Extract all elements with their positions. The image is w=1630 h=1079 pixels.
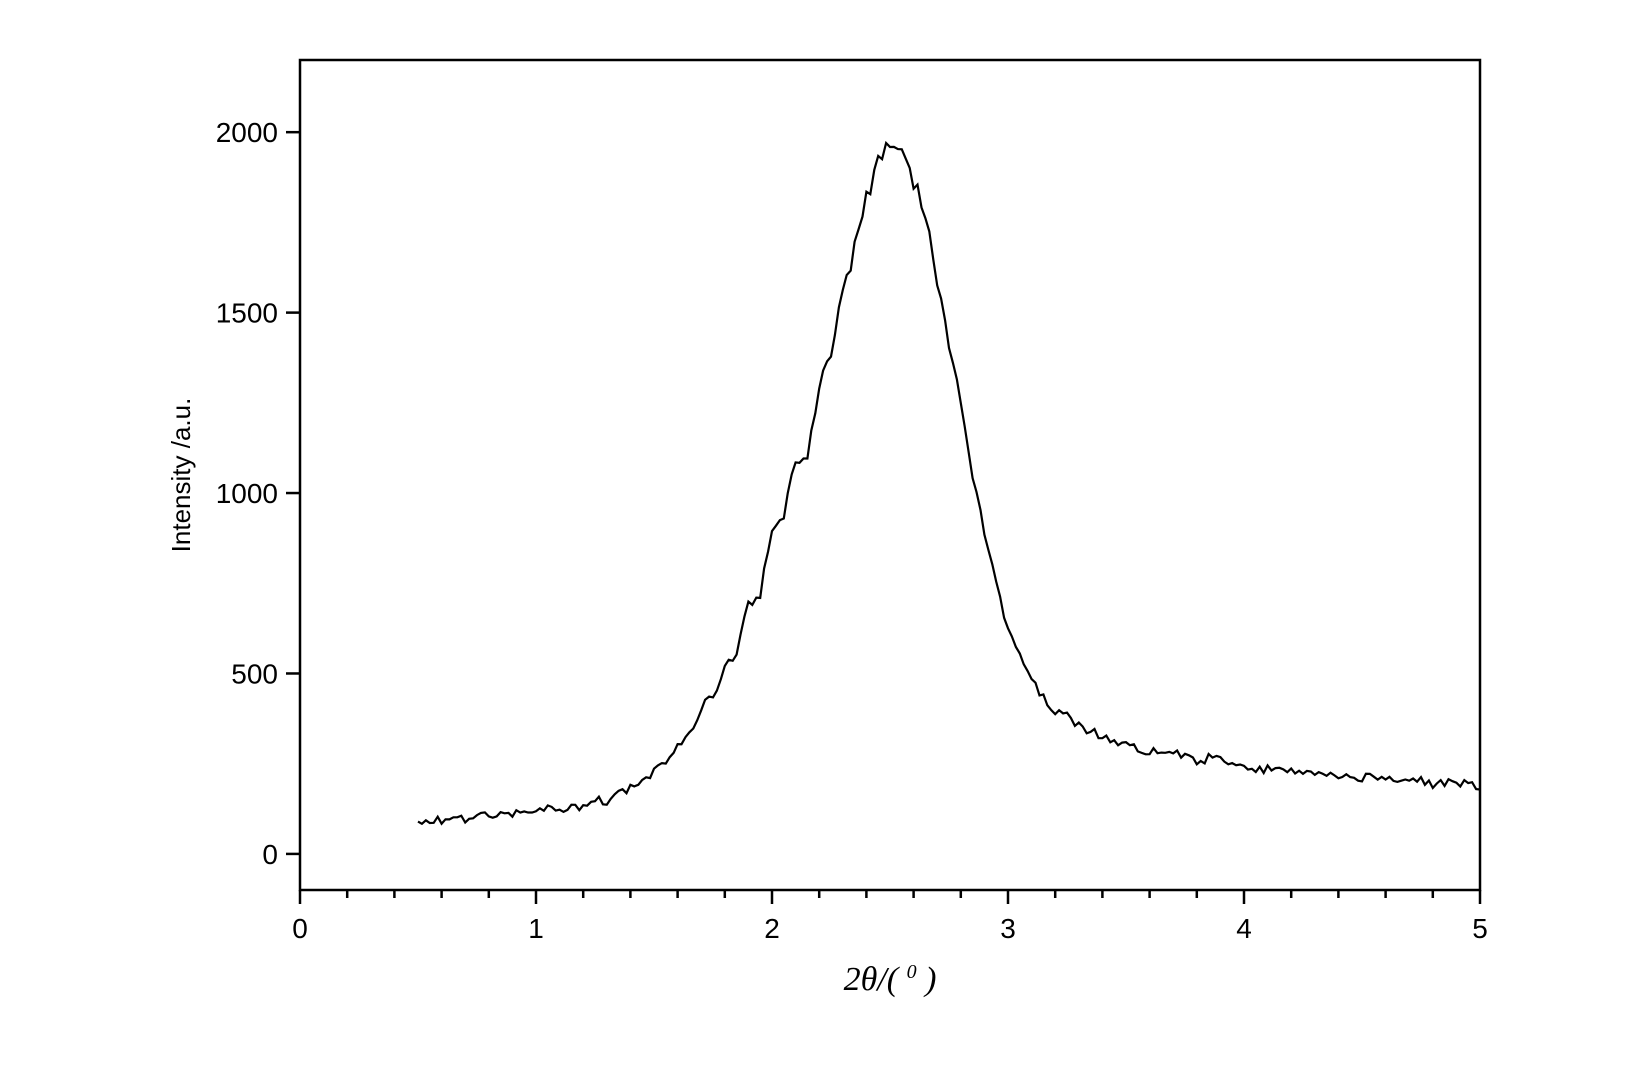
- y-axis-label: Intensity /a.u.: [166, 398, 196, 553]
- x-tick-label: 3: [1000, 913, 1016, 944]
- y-tick-label: 1500: [216, 298, 278, 329]
- y-tick-label: 500: [231, 658, 278, 689]
- x-tick-label: 0: [292, 913, 308, 944]
- y-tick-label: 2000: [216, 117, 278, 148]
- xrd-chart: 0 1 2 3 4 5 0 500 1000 1500 2000 Intensity /a.u. 2θ/…: [120, 40, 1520, 1020]
- chart-svg: 0 1 2 3 4 5 0 500 1000 1500 2000 Intensity /a.u. 2θ/…: [120, 40, 1520, 1020]
- x-tick-label: 1: [528, 913, 544, 944]
- y-tick-label: 0: [262, 839, 278, 870]
- x-tick-label: 5: [1472, 913, 1488, 944]
- plot-frame: [300, 60, 1480, 890]
- x-tick-label: 4: [1236, 913, 1252, 944]
- intensity-curve: [418, 143, 1480, 824]
- x-tick-label: 2: [764, 913, 780, 944]
- y-tick-label: 1000: [216, 478, 278, 509]
- x-axis-label: 2θ/( 0 ): [844, 961, 937, 998]
